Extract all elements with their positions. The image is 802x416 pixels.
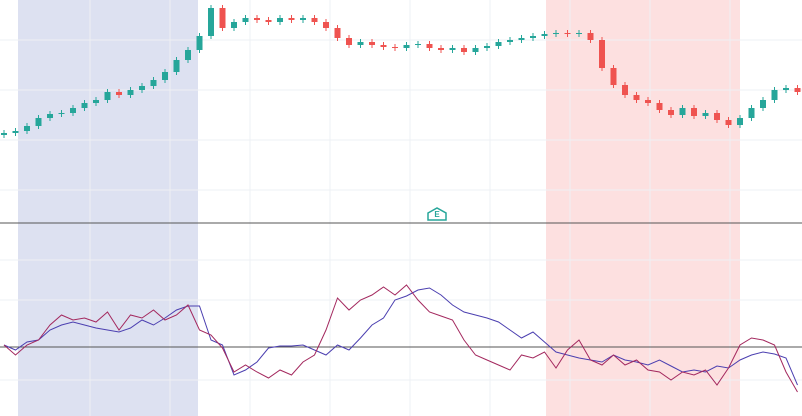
candle-body [668, 110, 674, 115]
candle-body [691, 108, 697, 116]
candle-body [794, 88, 801, 92]
candle-body [185, 50, 191, 60]
candle-body [599, 40, 605, 68]
candle-body [162, 72, 168, 80]
candle-body [196, 36, 203, 50]
highlight-range [18, 0, 198, 416]
candle-body [725, 120, 732, 125]
event-marker[interactable]: E [427, 207, 447, 221]
candle-body [70, 108, 76, 113]
candle-body [495, 42, 502, 46]
candle-body [507, 40, 513, 42]
candle-body [783, 88, 789, 90]
candle-body [737, 118, 743, 125]
candle-body [438, 48, 444, 50]
highlight-range [546, 0, 740, 416]
candle-body [518, 38, 525, 40]
candle-body [564, 33, 571, 34]
candle-body [24, 126, 30, 131]
candle-body [323, 22, 329, 28]
candle-body [357, 42, 364, 45]
candle-body [403, 45, 410, 48]
candle-body [369, 42, 375, 45]
candle-body [231, 22, 237, 28]
candle-body [300, 18, 306, 20]
candle-body [645, 100, 651, 103]
candle-body [426, 44, 433, 48]
candle-body [633, 95, 640, 100]
candle-body [208, 8, 214, 36]
candle-body [150, 80, 157, 86]
candle-body [461, 48, 467, 52]
candle-body [415, 44, 421, 45]
candle-body [702, 113, 709, 116]
candle-body [58, 113, 65, 114]
candle-body [610, 68, 617, 85]
candle-body [587, 33, 594, 40]
candle-body [219, 8, 226, 28]
candle-body [553, 33, 559, 34]
candle-body [116, 92, 122, 95]
candle-body [622, 85, 628, 95]
candle-body [334, 28, 341, 38]
candle-body [1, 133, 7, 135]
candle-body [173, 60, 180, 72]
candle-body [346, 38, 352, 45]
candle-body [254, 18, 260, 20]
candle-body [576, 33, 582, 34]
candle-body [242, 18, 249, 22]
candle-body [12, 131, 19, 133]
candle-body [530, 36, 536, 38]
candle-body [472, 48, 479, 52]
candle-body [449, 48, 456, 50]
candle-body [541, 34, 548, 36]
oscillator-line [3, 284, 798, 393]
candle-body [771, 90, 778, 100]
candle-body [484, 46, 490, 48]
candle-body [47, 114, 53, 118]
candle-body [679, 108, 686, 115]
candle-body [656, 103, 663, 110]
oscillator-line [3, 287, 798, 386]
candle-body [288, 18, 295, 20]
candle-body [35, 118, 42, 126]
candle-body [93, 100, 99, 103]
candle-body [127, 90, 134, 95]
marker-label: E [434, 210, 440, 219]
candle-body [265, 20, 272, 22]
candle-body [760, 100, 766, 108]
candle-body [380, 45, 387, 47]
candle-body [81, 103, 88, 108]
candle-body [139, 86, 145, 90]
candle-body [311, 18, 318, 22]
candle-body [277, 18, 283, 22]
candle-body [104, 92, 111, 100]
candle-body [748, 108, 755, 118]
candle-body [714, 113, 720, 120]
candle-body [392, 47, 398, 48]
